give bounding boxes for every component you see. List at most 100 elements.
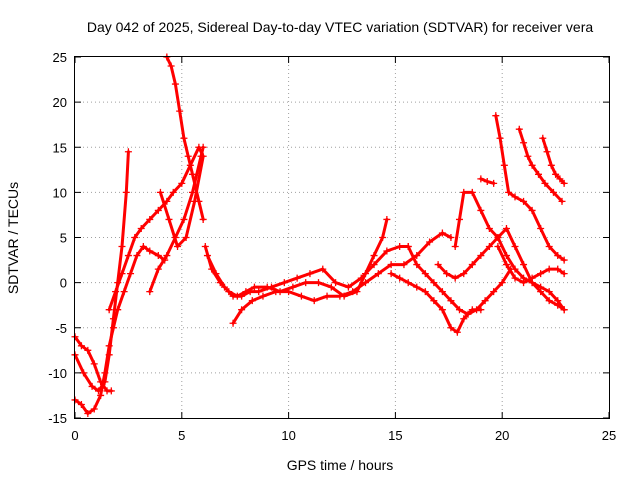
data-point (184, 152, 192, 160)
data-point (77, 400, 85, 408)
data-point (468, 188, 476, 196)
data-point (485, 224, 493, 232)
data-point (541, 179, 549, 187)
series-trace-16 (541, 136, 566, 185)
data-point (174, 243, 182, 251)
data-point (310, 297, 318, 305)
data-point (511, 265, 519, 273)
series-trace-11 (406, 245, 513, 316)
data-point (426, 238, 434, 246)
data-point (163, 197, 171, 205)
y-tick-label: 10 (53, 185, 67, 200)
data-point (554, 265, 562, 273)
data-point (413, 261, 421, 269)
y-tick-label: -15 (48, 411, 67, 426)
data-point (246, 288, 254, 296)
data-point (88, 382, 96, 390)
y-tick-label: -10 (48, 366, 67, 381)
y-tick-label: 5 (60, 231, 67, 246)
series-trace-9 (231, 231, 453, 325)
data-point (127, 270, 135, 278)
data-point (203, 252, 211, 260)
data-point (447, 297, 455, 305)
y-tick-label: 0 (60, 276, 67, 291)
data-point (156, 188, 164, 196)
data-point (238, 292, 246, 300)
data-point (336, 292, 344, 300)
data-point (188, 188, 196, 196)
data-point (477, 175, 485, 183)
data-point (545, 297, 553, 305)
grid (75, 57, 609, 418)
data-point (413, 252, 421, 260)
data-point (421, 270, 429, 278)
data-point (255, 288, 263, 296)
x-tick-label: 20 (495, 428, 509, 443)
data-point (451, 243, 459, 251)
data-point (361, 279, 369, 287)
data-point (349, 288, 357, 296)
data-point (485, 243, 493, 251)
data-point (118, 243, 126, 251)
data-point (443, 270, 451, 278)
data-point (500, 161, 508, 169)
data-point (302, 279, 310, 287)
data-point (387, 270, 395, 278)
data-point (131, 234, 139, 241)
data-point (528, 274, 536, 282)
data-point (199, 143, 207, 151)
data-point (169, 188, 177, 196)
series-trace-5 (148, 145, 205, 294)
data-point (165, 215, 173, 223)
data-point (558, 197, 566, 205)
data-point (473, 306, 481, 314)
data-point (344, 283, 352, 291)
data-point (97, 391, 105, 399)
data-point (447, 324, 455, 332)
data-point (387, 261, 395, 269)
y-tick-label: -5 (55, 321, 67, 336)
data-point (477, 252, 485, 260)
data-point (535, 170, 543, 178)
data-point (460, 315, 468, 323)
data-point (80, 369, 88, 377)
plot-frame (74, 56, 610, 419)
data-point (552, 170, 560, 178)
data-point (396, 274, 404, 282)
data-point (319, 265, 327, 273)
data-point (560, 179, 568, 187)
data-point (556, 175, 564, 183)
data-point (549, 188, 557, 196)
data-point (383, 215, 391, 223)
data-point (528, 206, 536, 214)
data-point (180, 215, 188, 223)
data-point (515, 125, 523, 133)
data-point (483, 178, 491, 186)
data-point (171, 234, 179, 241)
data-point (545, 265, 553, 273)
data-point (451, 274, 459, 282)
data-point (396, 243, 404, 251)
chart-title: Day 042 of 2025, Sidereal Day-to-day VTE… (87, 19, 593, 35)
data-point (180, 134, 188, 142)
y-tick-label: 15 (53, 140, 67, 155)
data-point (543, 148, 551, 156)
series-trace-14 (494, 114, 566, 262)
series-trace-10 (389, 272, 483, 334)
data-point (447, 234, 455, 241)
data-point (77, 342, 85, 350)
data-point (146, 288, 154, 296)
data-point (112, 288, 120, 296)
data-point (520, 279, 528, 287)
data-point (297, 292, 305, 300)
data-point (547, 161, 555, 169)
data-point (124, 148, 132, 156)
data-point (511, 193, 519, 201)
data-point (122, 188, 130, 196)
data-point (498, 279, 506, 287)
data-point (496, 134, 504, 142)
data-point (105, 342, 113, 350)
data-point (137, 224, 145, 232)
data-point (460, 188, 468, 196)
data-point (560, 270, 568, 278)
